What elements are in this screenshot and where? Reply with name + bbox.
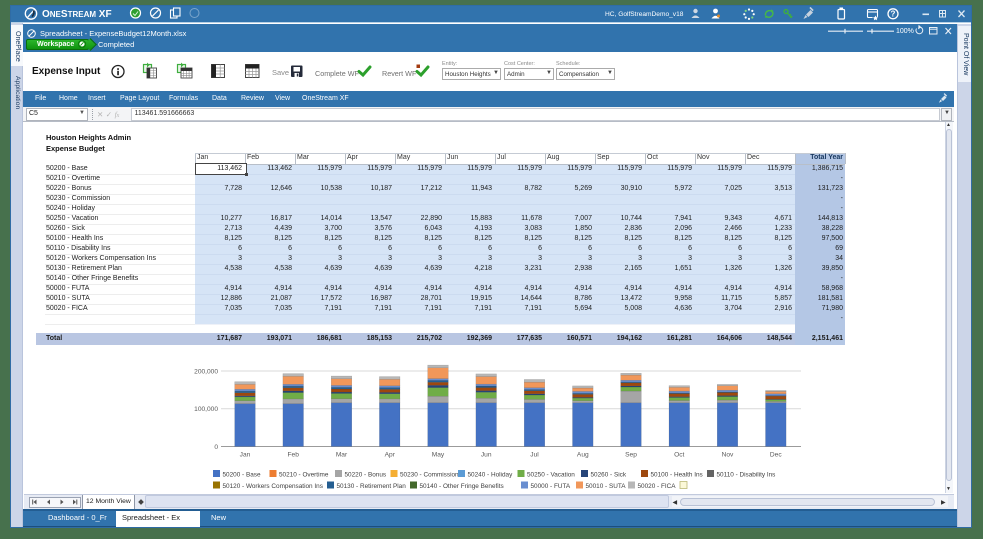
svg-text:50140 - Other Fringe Benefits: 50140 - Other Fringe Benefits — [420, 483, 504, 490]
svg-text:Dec: Dec — [770, 452, 782, 459]
svg-text:50210 - Overtime: 50210 - Overtime — [279, 471, 329, 478]
svg-text:Jun: Jun — [481, 452, 492, 459]
svg-text:Mar: Mar — [336, 452, 348, 459]
svg-text:50100 - Health Ins: 50100 - Health Ins — [651, 471, 703, 478]
svg-text:Apr: Apr — [385, 452, 396, 459]
svg-text:50220 - Bonus: 50220 - Bonus — [345, 471, 387, 478]
svg-text:Feb: Feb — [288, 452, 300, 459]
svg-text:Sep: Sep — [625, 452, 637, 459]
svg-text:Jul: Jul — [530, 452, 539, 459]
svg-text:50120 - Workers Compensation I: 50120 - Workers Compensation Ins — [223, 483, 323, 490]
svg-text:50000 - FUTA: 50000 - FUTA — [531, 483, 571, 490]
svg-text:50020 - FICA: 50020 - FICA — [638, 483, 677, 490]
svg-text:50200 - Base: 50200 - Base — [223, 471, 261, 478]
svg-text:200,000: 200,000 — [194, 368, 218, 375]
svg-text:50130 - Retirement Plan: 50130 - Retirement Plan — [337, 483, 407, 490]
svg-text:?: ? — [891, 10, 896, 19]
svg-text:50230 - Commission: 50230 - Commission — [400, 471, 459, 478]
svg-text:100,000: 100,000 — [194, 406, 218, 413]
svg-text:50240 - Holiday: 50240 - Holiday — [468, 471, 514, 478]
svg-text:May: May — [432, 452, 445, 459]
svg-text:50010 - SUTA: 50010 - SUTA — [586, 483, 627, 490]
svg-text:50260 - Sick: 50260 - Sick — [591, 471, 627, 478]
svg-text:50250 - Vacation: 50250 - Vacation — [527, 471, 575, 478]
svg-text:Nov: Nov — [722, 452, 734, 459]
svg-text:50110 - Disability Ins: 50110 - Disability Ins — [717, 471, 776, 478]
svg-text:Oct: Oct — [674, 452, 684, 459]
svg-text:Aug: Aug — [577, 452, 589, 459]
svg-text:0: 0 — [214, 444, 218, 451]
svg-text:Jan: Jan — [240, 452, 251, 459]
